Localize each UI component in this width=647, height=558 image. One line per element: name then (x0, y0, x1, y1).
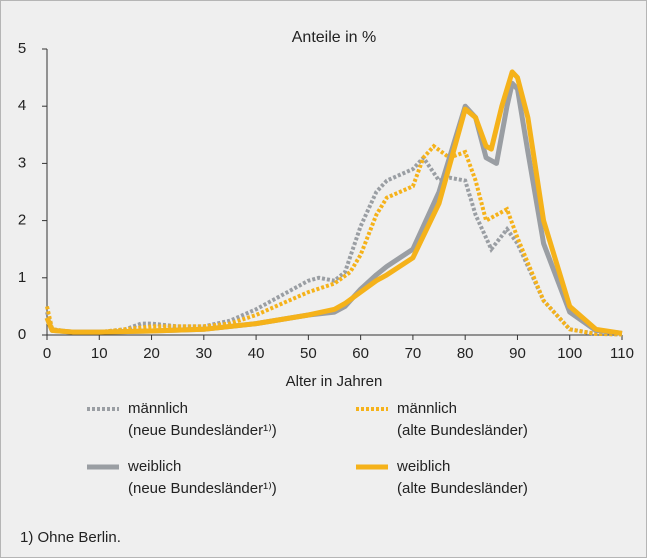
series-line (45, 143, 623, 337)
x-tick-label: 80 (457, 345, 474, 362)
footnote: 1) Ohne Berlin. (20, 529, 121, 546)
chart-title: Anteile in % (292, 29, 377, 46)
x-axis-label: Alter in Jahren (286, 373, 383, 390)
y-tick-label: 1 (18, 269, 26, 286)
legend-label: (neue Bundesländer¹⁾) (128, 422, 277, 439)
y-tick-label: 2 (18, 212, 26, 229)
legend-label: (alte Bundesländer) (397, 422, 528, 439)
legend-label: weiblich (396, 458, 450, 475)
legend-label: (neue Bundesländer¹⁾) (128, 480, 277, 497)
series-line (45, 154, 623, 337)
x-tick-label: 20 (143, 345, 160, 362)
y-tick-label: 3 (18, 154, 26, 171)
y-tick-label: 0 (18, 326, 26, 343)
x-tick-label: 50 (300, 345, 317, 362)
x-tick-label: 70 (405, 345, 422, 362)
x-tick-label: 60 (352, 345, 369, 362)
legend-label: weiblich (127, 458, 181, 475)
legend-label: (alte Bundesländer) (397, 480, 528, 497)
x-tick-label: 0 (43, 345, 51, 362)
x-tick-label: 40 (248, 345, 265, 362)
y-tick-label: 5 (18, 40, 26, 57)
legend-label: männlich (397, 400, 457, 417)
x-tick-label: 10 (91, 345, 108, 362)
legend-label: männlich (128, 400, 188, 417)
x-tick-label: 110 (610, 345, 634, 362)
y-tick-label: 4 (18, 97, 26, 114)
series-line (44, 69, 623, 336)
x-tick-label: 90 (509, 345, 526, 362)
x-tick-label: 30 (195, 345, 212, 362)
x-tick-label: 100 (557, 345, 582, 362)
